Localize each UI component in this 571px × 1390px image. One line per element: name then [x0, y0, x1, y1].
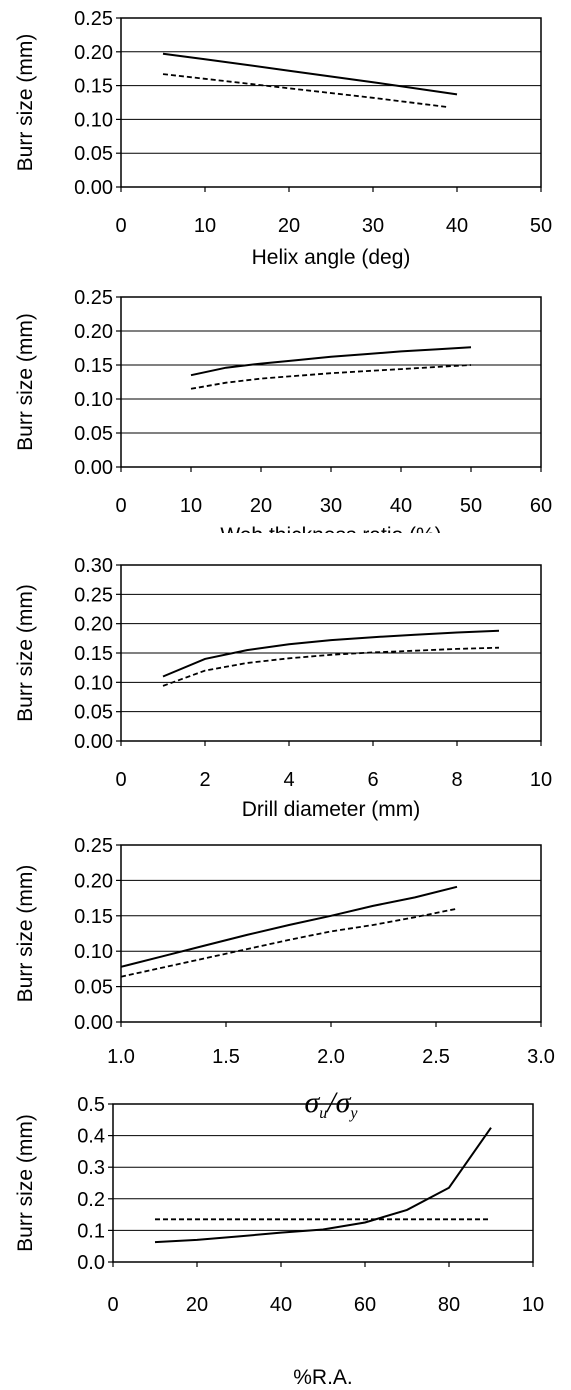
y-tick-label: 0.15: [74, 76, 113, 98]
plot-frame: [120, 17, 542, 188]
y-tick-label: 0.00: [74, 457, 113, 479]
x-tick-label: 60: [354, 1294, 376, 1316]
y-tick-label: 0.05: [74, 702, 113, 724]
y-tick-label: 0.25: [74, 287, 113, 309]
x-tick-label: 40: [270, 1294, 292, 1316]
y-axis-label: Burr size (mm): [14, 313, 37, 451]
x-tick-label: 20: [186, 1294, 208, 1316]
x-tick-label: 60: [530, 495, 552, 517]
x-tick-label: 40: [390, 495, 412, 517]
y-tick-label: 0.05: [74, 423, 113, 445]
x-axis-label: %R.A.: [293, 1366, 353, 1389]
series-solid-line: [154, 1127, 492, 1244]
y-tick-label: 0.25: [74, 835, 113, 857]
y-tick-label: 0.10: [74, 672, 113, 694]
series-solid-line: [162, 52, 458, 96]
series-solid-line: [190, 346, 472, 377]
x-tick-label: 10: [194, 215, 216, 237]
series-dashed-line: [120, 907, 458, 978]
y-tick-label: 0.10: [74, 389, 113, 411]
y-tick-label: 0.20: [74, 42, 113, 64]
chart-3: 0.00 0.05 0.10 0.15 0.20 0.25 0.30 0 2 4 6 8 10 Burr …: [14, 555, 552, 821]
x-tick-label: 80: [438, 1294, 460, 1316]
x-tick-label: 0: [115, 495, 126, 517]
x-tick-label: 10: [522, 1294, 544, 1316]
x-tick-label: 50: [460, 495, 482, 517]
y-axis-label: Burr size (mm): [14, 584, 37, 722]
x-tick-label: 4: [283, 769, 294, 791]
y-axis-label: Burr size (mm): [14, 34, 37, 172]
x-tick-label: 1.0: [107, 1046, 135, 1068]
y-tick-label: 0.00: [74, 731, 113, 753]
x-tick-label: 50: [530, 215, 552, 237]
x-tick-label: 0: [115, 215, 126, 237]
x-tick-label: 8: [451, 769, 462, 791]
y-tick-label: 0.15: [74, 643, 113, 665]
y-tick-label: 0.25: [74, 584, 113, 606]
y-tick-label: 0.20: [74, 870, 113, 892]
x-tick-label: 2.5: [422, 1046, 450, 1068]
y-tick-label: 0.0: [77, 1252, 105, 1274]
y-axis-label: Burr size (mm): [14, 1114, 37, 1252]
x-tick-label: 3.0: [527, 1046, 555, 1068]
y-tick-label: 0.20: [74, 614, 113, 636]
x-axis-label: Helix angle (deg): [252, 246, 411, 269]
y-tick-label: 0.20: [74, 321, 113, 343]
y-tick-label: 0.15: [74, 355, 113, 377]
series-dashed-line: [162, 646, 500, 687]
plot-frame: [120, 296, 542, 468]
y-tick-label: 0.00: [74, 1012, 113, 1034]
x-axis-label: σu/σy: [304, 1086, 358, 1122]
chart-5: 0.0 0.1 0.2 0.3 0.4 0.5 0 20 40 60 80 10 Burr size (…: [14, 1094, 544, 1389]
y-tick-label: 0.15: [74, 906, 113, 928]
chart-1: 0.00 0.05 0.10 0.15 0.20 0.25 0 10 20 30 40 50 Burr …: [14, 8, 552, 269]
x-axis-label: Drill diameter (mm): [242, 798, 421, 821]
x-tick-label: 2: [199, 769, 210, 791]
x-axis-label: Web thickness ratio (%): [220, 524, 441, 547]
chart-2: 0.00 0.05 0.10 0.15 0.20 0.25 0 10 20 30 40 50 60 Bur…: [14, 287, 552, 547]
x-tick-label: 1.5: [212, 1046, 240, 1068]
series-solid-line: [162, 629, 500, 678]
plot-frame: [120, 564, 542, 742]
x-tick-label: 0: [115, 769, 126, 791]
x-tick-label: 2.0: [317, 1046, 345, 1068]
y-tick-label: 0.05: [74, 977, 113, 999]
x-tick-label: 20: [278, 215, 300, 237]
y-tick-label: 0.00: [74, 177, 113, 199]
y-tick-label: 0.5: [77, 1094, 105, 1116]
series-dashed-line: [190, 364, 472, 390]
y-tick-label: 0.3: [77, 1157, 105, 1179]
x-tick-label: 6: [367, 769, 378, 791]
x-tick-label: 20: [250, 495, 272, 517]
y-tick-label: 0.05: [74, 143, 113, 165]
y-tick-label: 0.10: [74, 109, 113, 131]
y-tick-label: 0.1: [77, 1220, 105, 1242]
x-tick-label: 10: [180, 495, 202, 517]
y-tick-label: 0.4: [77, 1126, 105, 1148]
series-dashed-line: [162, 73, 449, 109]
x-tick-label: 0: [107, 1294, 118, 1316]
plot-frame: [112, 1103, 534, 1263]
x-tick-label: 30: [362, 215, 384, 237]
y-tick-label: 0.25: [74, 8, 113, 30]
chart-4: 0.00 0.05 0.10 0.15 0.20 0.25 1.0 1.5 2.0 2.5 3.0 B…: [14, 835, 555, 1122]
y-tick-label: 0.10: [74, 941, 113, 963]
y-tick-label: 0.30: [74, 555, 113, 577]
series-solid-line: [120, 885, 458, 968]
x-tick-label: 10: [530, 769, 552, 791]
plot-frame: [120, 844, 542, 1023]
y-axis-label: Burr size (mm): [14, 865, 37, 1003]
x-tick-label: 30: [320, 495, 342, 517]
x-tick-label: 40: [446, 215, 468, 237]
y-tick-label: 0.2: [77, 1189, 105, 1211]
